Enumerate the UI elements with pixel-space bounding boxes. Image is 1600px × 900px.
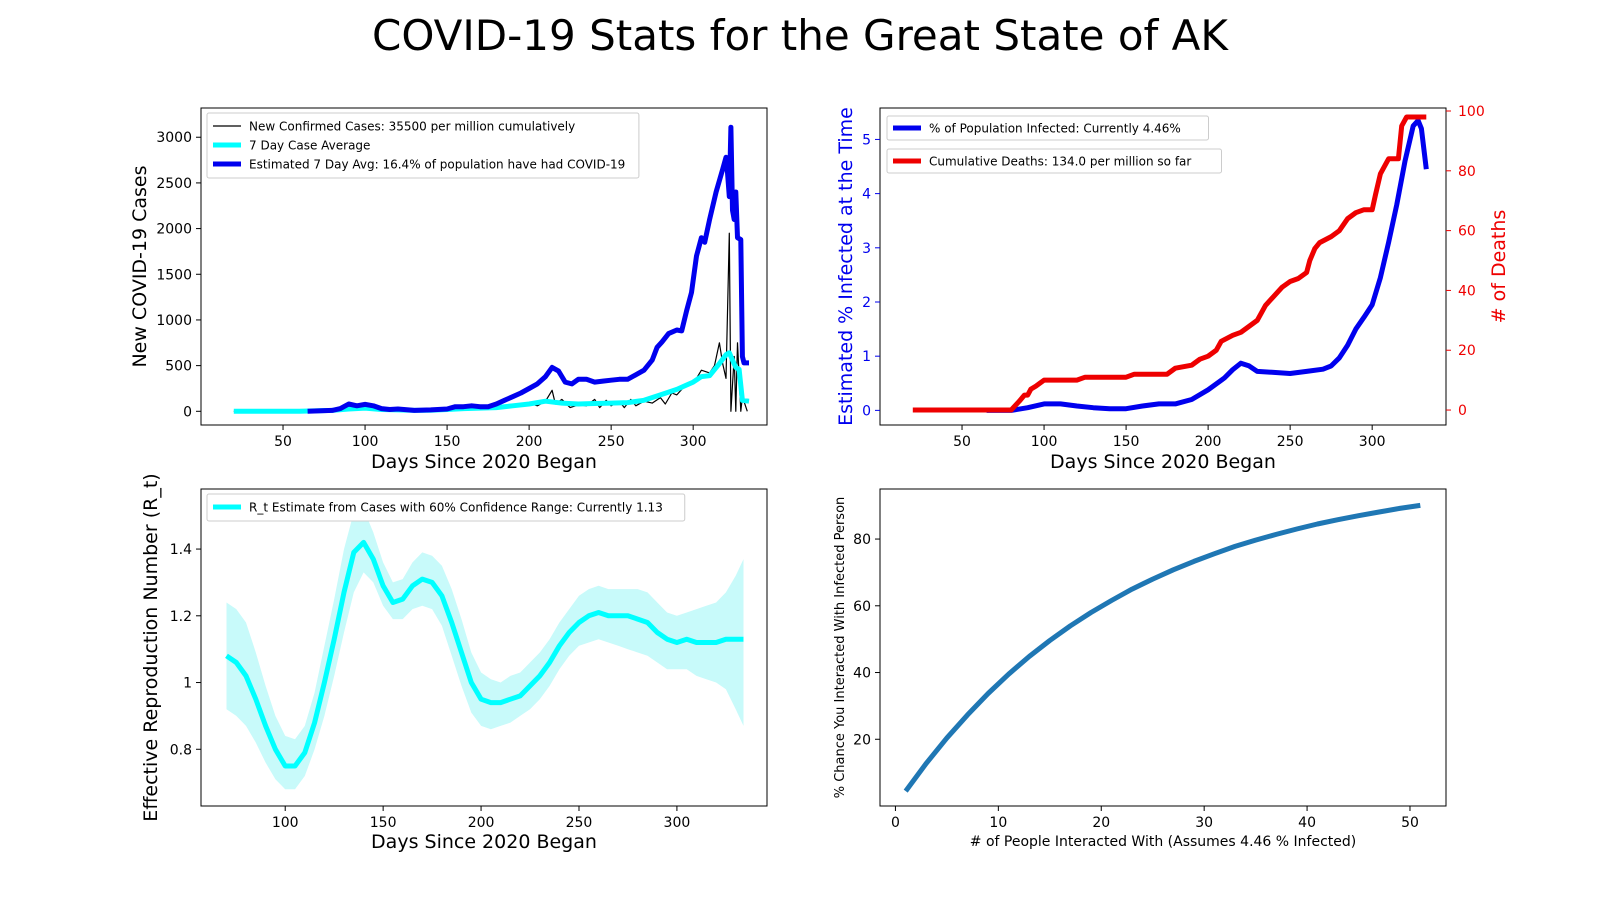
series-line-0 — [225, 539, 744, 769]
y-right-tick-label-2: 40 — [1458, 283, 1476, 299]
y-tick-label-4: 4 — [862, 187, 871, 203]
y-tick-label-3: 80 — [853, 532, 871, 548]
x-tick-label-0: 0 — [891, 815, 900, 831]
reproduction-number-chart: 100 150 200 250 300 0.8 1 1.2 1.4 Days Since 2020… — [140, 473, 768, 853]
x-tick-label-1: 10 — [989, 815, 1007, 831]
plot-area — [225, 509, 744, 790]
legend-label: Cumulative Deaths: 134.0 per million so … — [929, 155, 1191, 169]
y-axis-title: Effective Reproduction Number (R_t) — [140, 473, 162, 821]
x-axis-title: # of People Interacted With (Assumes 4.4… — [970, 834, 1356, 850]
y-tick-label-3: 1500 — [156, 267, 192, 283]
legend-label-1: 7 Day Case Average — [249, 139, 370, 153]
y-tick-label-2: 2 — [862, 295, 871, 311]
x-tick-label-2: 150 — [434, 434, 461, 450]
y-tick-label-2: 1000 — [156, 313, 192, 329]
series-line-1 — [912, 114, 1427, 413]
series-line-0 — [233, 232, 748, 412]
y-axis-title: % Chance You Interacted With Infected Pe… — [833, 497, 848, 799]
legend-label-0: R_t Estimate from Cases with 60% Confide… — [249, 501, 663, 515]
x-tick-label-3: 250 — [566, 815, 593, 831]
legend-label-2: Estimated 7 Day Avg: 16.4% of population… — [249, 158, 625, 172]
legend-label: % of Population Infected: Currently 4.46… — [929, 122, 1181, 136]
y-tick-label-4: 2000 — [156, 222, 192, 238]
y-right-axis-title: # of Deaths — [1488, 210, 1510, 324]
legend: R_t Estimate from Cases with 60% Confide… — [206, 493, 686, 522]
y-tick-label-5: 5 — [862, 132, 871, 148]
axes-frame — [200, 107, 768, 426]
x-tick-label-2: 150 — [1113, 434, 1140, 450]
x-tick-label-5: 50 — [1401, 815, 1419, 831]
x-tick-label-5: 300 — [680, 434, 707, 450]
plot-area — [912, 114, 1429, 413]
y-right-tick-label-1: 20 — [1458, 343, 1476, 359]
x-tick-label-3: 200 — [1195, 434, 1222, 450]
y-tick-label-6: 3000 — [156, 130, 192, 146]
plot-area — [903, 502, 1421, 793]
cases-chart: 50 100 150 200 250 30005001000150020002500300… — [129, 107, 768, 473]
interaction-chance-chart: 0 10 20 30 40 50 20 40 60 80 # of People Interacte… — [833, 488, 1447, 850]
x-axis-title: Days Since 2020 Began — [371, 451, 597, 473]
x-tick-label-4: 40 — [1298, 815, 1316, 831]
plot-area — [233, 124, 750, 414]
y-tick-label-2: 60 — [853, 599, 871, 615]
y-right-tick-label-3: 60 — [1458, 224, 1476, 240]
x-axis-title: Days Since 2020 Began — [1050, 451, 1276, 473]
x-tick-label-2: 200 — [468, 815, 495, 831]
axes-frame — [879, 107, 1447, 426]
y-tick-label-1: 1 — [183, 676, 192, 692]
y-right-tick-label-4: 80 — [1458, 164, 1476, 180]
confidence-band-0 — [226, 509, 744, 790]
legend-box — [206, 112, 640, 179]
x-tick-label-4: 250 — [1277, 434, 1304, 450]
x-tick-label-0: 100 — [272, 815, 299, 831]
legend-0: % of Population Infected: Currently 4.46… — [886, 115, 1209, 141]
x-tick-label-1: 100 — [352, 434, 379, 450]
series-line-2 — [307, 124, 749, 414]
x-tick-label-3: 200 — [516, 434, 543, 450]
y-tick-label-3: 1.4 — [170, 542, 192, 558]
x-tick-label-5: 300 — [1359, 434, 1386, 450]
y-tick-label-0: 0 — [183, 404, 192, 420]
legend-label-0: New Confirmed Cases: 35500 per million c… — [249, 120, 575, 134]
x-tick-label-1: 100 — [1031, 434, 1058, 450]
y-tick-label-0: 0.8 — [170, 742, 192, 758]
series-line-0 — [903, 502, 1421, 793]
series-line-1 — [233, 350, 750, 414]
axes-frame — [200, 488, 768, 807]
legend: New Confirmed Cases: 35500 per million c… — [206, 112, 640, 179]
y-tick-label-1: 500 — [165, 359, 192, 375]
x-axis-title: Days Since 2020 Began — [371, 831, 597, 853]
y-axis-title: Estimated % Infected at the Time — [835, 107, 857, 426]
y-tick-label-0: 20 — [853, 732, 871, 748]
y-tick-label-5: 2500 — [156, 176, 192, 192]
legend-box — [206, 493, 686, 522]
figure-title: COVID-19 Stats for the Great State of AK — [372, 11, 1229, 60]
y-right-tick-label-5: 100 — [1458, 104, 1485, 120]
axes-frame — [879, 488, 1447, 807]
y-tick-label-0: 0 — [862, 403, 871, 419]
legend-box — [886, 115, 1209, 141]
y-tick-label-2: 1.2 — [170, 609, 192, 625]
infected-deaths-chart: 50 100 150 200 250 300012345020406080100Days … — [835, 104, 1510, 473]
x-tick-label-2: 20 — [1092, 815, 1110, 831]
y-right-tick-label-0: 0 — [1458, 403, 1467, 419]
y-tick-label-3: 3 — [862, 241, 871, 257]
y-tick-label-1: 1 — [862, 349, 871, 365]
x-tick-label-4: 250 — [598, 434, 625, 450]
x-tick-label-0: 50 — [274, 434, 292, 450]
y-axis-title: New COVID-19 Cases — [129, 165, 151, 367]
x-tick-label-3: 30 — [1195, 815, 1213, 831]
legend-1: Cumulative Deaths: 134.0 per million so … — [886, 148, 1222, 174]
series-line-0 — [986, 118, 1429, 413]
x-tick-label-4: 300 — [664, 815, 691, 831]
legend-box — [886, 148, 1222, 174]
x-tick-label-1: 150 — [370, 815, 397, 831]
x-tick-label-0: 50 — [953, 434, 971, 450]
y-tick-label-1: 40 — [853, 666, 871, 682]
